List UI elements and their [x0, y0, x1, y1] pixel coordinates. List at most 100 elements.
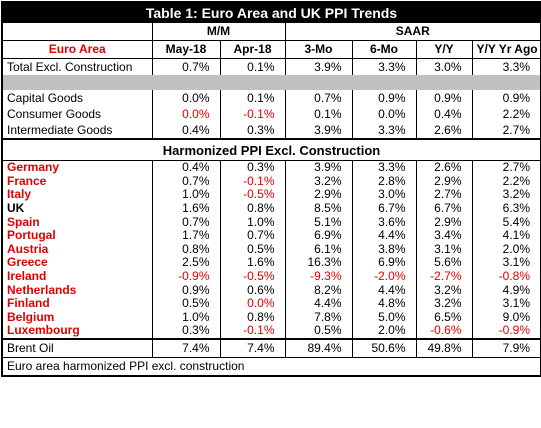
- table-body: Table 1: Euro Area and UK PPI Trends M/M S…: [1, 2, 541, 376]
- row-label: Luxembourg: [1, 324, 152, 339]
- hdr-row: Euro Area May-18 Apr-18 3-Mo 6-Mo Y/Y Y/Y Yr A…: [1, 40, 541, 59]
- group-header: SAAR: [284, 23, 541, 41]
- value-cell: 1.0%: [219, 215, 285, 229]
- value-cell: 1.0%: [151, 310, 220, 325]
- row-row: Total Excl. Construction 0.7% 0.1% 3.9% 3.3%…: [1, 58, 541, 75]
- value-cell: -0.8%: [471, 269, 541, 284]
- row-label: France: [1, 174, 152, 189]
- value-cell: 6.3%: [471, 201, 541, 216]
- value-cell: 0.7%: [219, 228, 285, 243]
- value-cell: 89.4%: [284, 337, 352, 358]
- row-label: Spain: [1, 215, 152, 229]
- row-label: Portugal: [1, 228, 152, 243]
- brent-row: Brent Oil 7.4% 7.4% 89.4% 50.6% 49.8% 7.9%: [1, 337, 541, 358]
- value-cell: 4.4%: [284, 296, 352, 311]
- value-cell: 0.7%: [151, 58, 220, 75]
- value-cell: 4.4%: [351, 283, 416, 297]
- value-cell: 0.8%: [219, 310, 285, 325]
- value-cell: 2.5%: [151, 256, 220, 270]
- value-cell: 2.9%: [415, 174, 472, 189]
- value-cell: 4.4%: [351, 228, 416, 243]
- row-label: Italy: [1, 188, 152, 202]
- grp-row: M/M SAAR: [1, 23, 541, 41]
- row-row: Capital Goods 0.0% 0.1% 0.7% 0.9% 0.9% 0.9%: [1, 90, 541, 106]
- column-header: May-18: [151, 40, 220, 59]
- crow-row: Ireland -0.9% -0.5% -9.3% -2.0% -2.7% -0.8%: [1, 269, 541, 284]
- value-cell: 0.1%: [219, 90, 285, 106]
- crow-row: Spain 0.7% 1.0% 5.1% 3.6% 2.9% 5.4%: [1, 215, 541, 229]
- crow-row: Portugal 1.7% 0.7% 6.9% 4.4% 3.4% 4.1%: [1, 228, 541, 243]
- value-cell: 0.9%: [415, 90, 472, 106]
- value-cell: 3.1%: [471, 296, 541, 311]
- value-cell: 0.1%: [284, 106, 352, 122]
- crow-row: Italy 1.0% -0.5% 2.9% 3.0% 2.7% 3.2%: [1, 188, 541, 202]
- column-header: 3-Mo: [284, 40, 352, 59]
- value-cell: 8.2%: [284, 283, 352, 297]
- value-cell: 3.3%: [351, 122, 416, 139]
- crow-row: Greece 2.5% 1.6% 16.3% 6.9% 5.6% 3.1%: [1, 256, 541, 270]
- value-cell: 3.1%: [415, 242, 472, 257]
- row-label: UK: [1, 201, 152, 216]
- ppi-table: Table 1: Euro Area and UK PPI Trends M/M S…: [1, 1, 541, 377]
- value-cell: 2.6%: [415, 122, 472, 139]
- value-cell: -0.1%: [219, 174, 285, 189]
- value-cell: 0.5%: [151, 296, 220, 311]
- value-cell: 0.0%: [219, 296, 285, 311]
- value-cell: 2.0%: [471, 242, 541, 257]
- value-cell: 4.9%: [471, 283, 541, 297]
- column-header: 6-Mo: [351, 40, 416, 59]
- value-cell: 3.9%: [284, 58, 352, 75]
- value-cell: 0.7%: [151, 174, 220, 189]
- value-cell: 3.9%: [284, 160, 352, 175]
- value-cell: 0.1%: [219, 58, 285, 75]
- value-cell: 50.6%: [351, 337, 416, 358]
- value-cell: 4.1%: [471, 228, 541, 243]
- value-cell: 0.5%: [284, 324, 352, 339]
- gray-band: [2, 75, 541, 90]
- value-cell: 3.2%: [284, 174, 352, 189]
- row-label: Intermediate Goods: [1, 122, 152, 139]
- value-cell: 0.9%: [351, 90, 416, 106]
- value-cell: 3.6%: [351, 215, 416, 229]
- gray-row: [2, 75, 541, 90]
- value-cell: 3.3%: [471, 58, 541, 75]
- value-cell: 6.5%: [415, 310, 472, 325]
- value-cell: -0.9%: [151, 269, 220, 284]
- value-cell: -0.5%: [219, 188, 285, 202]
- value-cell: 0.3%: [151, 324, 220, 339]
- value-cell: 1.0%: [151, 188, 220, 202]
- value-cell: -0.9%: [471, 324, 541, 339]
- value-cell: 0.9%: [151, 283, 220, 297]
- value-cell: 7.9%: [471, 337, 541, 358]
- value-cell: 0.0%: [151, 106, 220, 122]
- column-header: Euro Area: [1, 40, 152, 59]
- value-cell: 6.9%: [351, 256, 416, 270]
- value-cell: 2.2%: [471, 174, 541, 189]
- row-label: Finland: [1, 296, 152, 311]
- crow-row: Finland 0.5% 0.0% 4.4% 4.8% 3.2% 3.1%: [1, 296, 541, 311]
- value-cell: 0.4%: [415, 106, 472, 122]
- value-cell: 2.7%: [471, 122, 541, 139]
- value-cell: -9.3%: [284, 269, 352, 284]
- value-cell: 49.8%: [415, 337, 472, 358]
- value-cell: -0.1%: [219, 324, 285, 339]
- value-cell: 2.7%: [415, 188, 472, 202]
- value-cell: 6.7%: [415, 201, 472, 216]
- value-cell: 7.8%: [284, 310, 352, 325]
- column-header: Apr-18: [219, 40, 285, 59]
- value-cell: 6.9%: [284, 228, 352, 243]
- value-cell: -0.6%: [415, 324, 472, 339]
- row-row: Consumer Goods 0.0% -0.1% 0.1% 0.0% 0.4% 2.2%: [1, 106, 541, 122]
- value-cell: 0.4%: [151, 122, 220, 139]
- value-cell: 0.7%: [151, 215, 220, 229]
- crow-row: France 0.7% -0.1% 3.2% 2.8% 2.9% 2.2%: [1, 174, 541, 189]
- crow-row: Germany 0.4% 0.3% 3.9% 3.3% 2.6% 2.7%: [1, 160, 541, 175]
- value-cell: 1.6%: [219, 256, 285, 270]
- row-row: Intermediate Goods 0.4% 0.3% 3.9% 3.3% 2.6% 2.…: [1, 122, 541, 139]
- value-cell: 2.9%: [415, 215, 472, 229]
- value-cell: 2.7%: [471, 160, 541, 175]
- column-header: Y/Y Yr Ago: [471, 40, 541, 59]
- value-cell: 0.3%: [219, 160, 285, 175]
- value-cell: 0.4%: [151, 160, 220, 175]
- row-label: Total Excl. Construction: [1, 58, 152, 75]
